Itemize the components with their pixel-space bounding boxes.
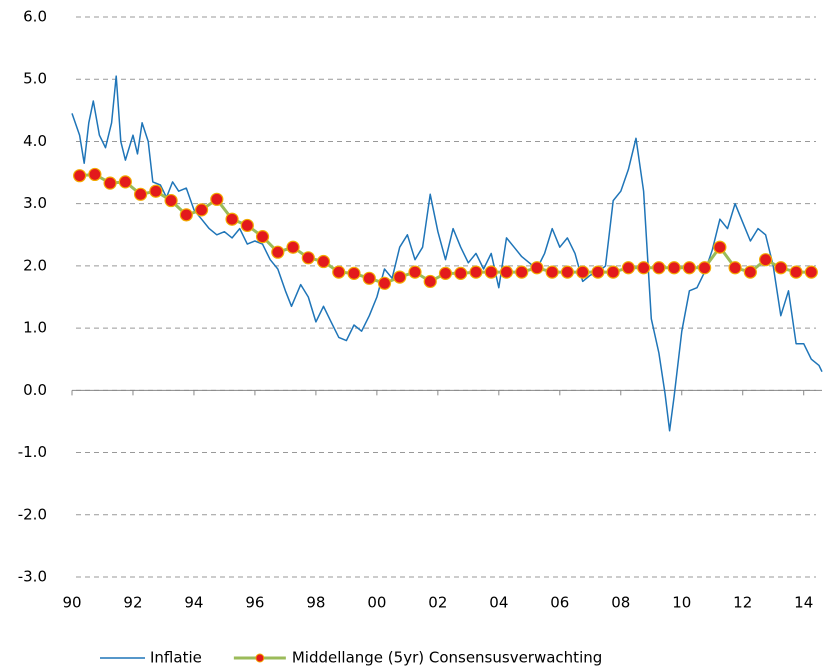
marker [698, 261, 712, 275]
marker [576, 265, 590, 279]
marker [667, 261, 681, 275]
marker [469, 265, 483, 279]
y-tick-label: 6.0 [23, 8, 47, 26]
marker [210, 192, 224, 206]
x-tick-label: 90 [62, 594, 81, 612]
x-tick-label: 94 [184, 594, 203, 612]
legend-label: Middellange (5yr) Consensusverwachting [292, 649, 602, 666]
marker [179, 208, 193, 222]
marker [728, 261, 742, 275]
marker [682, 261, 696, 275]
marker [88, 167, 102, 182]
y-tick-label: -2.0 [18, 505, 47, 523]
series-line [71, 75, 823, 432]
marker [743, 265, 757, 279]
y-tick-label: 2.0 [23, 256, 47, 274]
legend-marker [255, 653, 265, 663]
marker [240, 218, 254, 233]
marker [347, 266, 361, 280]
y-tick-label: -1.0 [18, 443, 47, 461]
marker [621, 261, 636, 275]
marker [271, 245, 285, 259]
marker [408, 265, 422, 279]
marker [515, 265, 529, 279]
marker [774, 261, 788, 275]
x-tick-label: 04 [489, 594, 508, 612]
x-tick-label: 92 [123, 594, 142, 612]
marker [484, 265, 498, 279]
y-tick-label: 4.0 [23, 132, 47, 150]
marker [73, 169, 87, 183]
x-tick-label: 14 [794, 594, 813, 612]
marker [149, 184, 163, 198]
marker [758, 253, 773, 267]
marker [713, 240, 727, 254]
marker [530, 261, 544, 275]
marker [255, 230, 270, 244]
x-tick-label: 98 [306, 594, 325, 612]
marker [423, 274, 437, 289]
marker [286, 240, 300, 254]
marker [637, 261, 651, 275]
x-tick-label: 10 [672, 594, 691, 612]
marker [316, 254, 331, 269]
marker [377, 276, 392, 290]
y-tick-label: 0.0 [23, 381, 47, 399]
marker [606, 265, 620, 279]
y-tick-label: 5.0 [23, 70, 47, 88]
marker [652, 261, 666, 275]
marker [591, 265, 605, 279]
legend-label: Inflatie [150, 649, 202, 666]
y-tick-label: 3.0 [23, 194, 47, 212]
marker [560, 265, 575, 279]
marker [393, 270, 407, 284]
marker [118, 175, 132, 189]
x-tick-label: 08 [611, 594, 630, 612]
x-tick-label: 00 [367, 594, 386, 612]
marker [301, 251, 315, 265]
marker [499, 265, 514, 279]
marker [332, 265, 346, 279]
marker [789, 265, 803, 279]
marker [225, 212, 239, 226]
marker [438, 266, 453, 280]
y-tick-label: -3.0 [18, 568, 47, 586]
marker [454, 266, 468, 280]
y-tick-label: 1.0 [23, 319, 47, 337]
marker [545, 265, 559, 279]
x-tick-label: 96 [245, 594, 264, 612]
marker [194, 203, 209, 217]
marker [164, 193, 178, 208]
marker [103, 176, 117, 190]
marker [133, 187, 148, 201]
x-tick-label: 12 [733, 594, 752, 612]
marker [362, 271, 376, 285]
x-tick-label: 02 [428, 594, 447, 612]
x-tick-label: 06 [550, 594, 569, 612]
marker [804, 265, 818, 279]
